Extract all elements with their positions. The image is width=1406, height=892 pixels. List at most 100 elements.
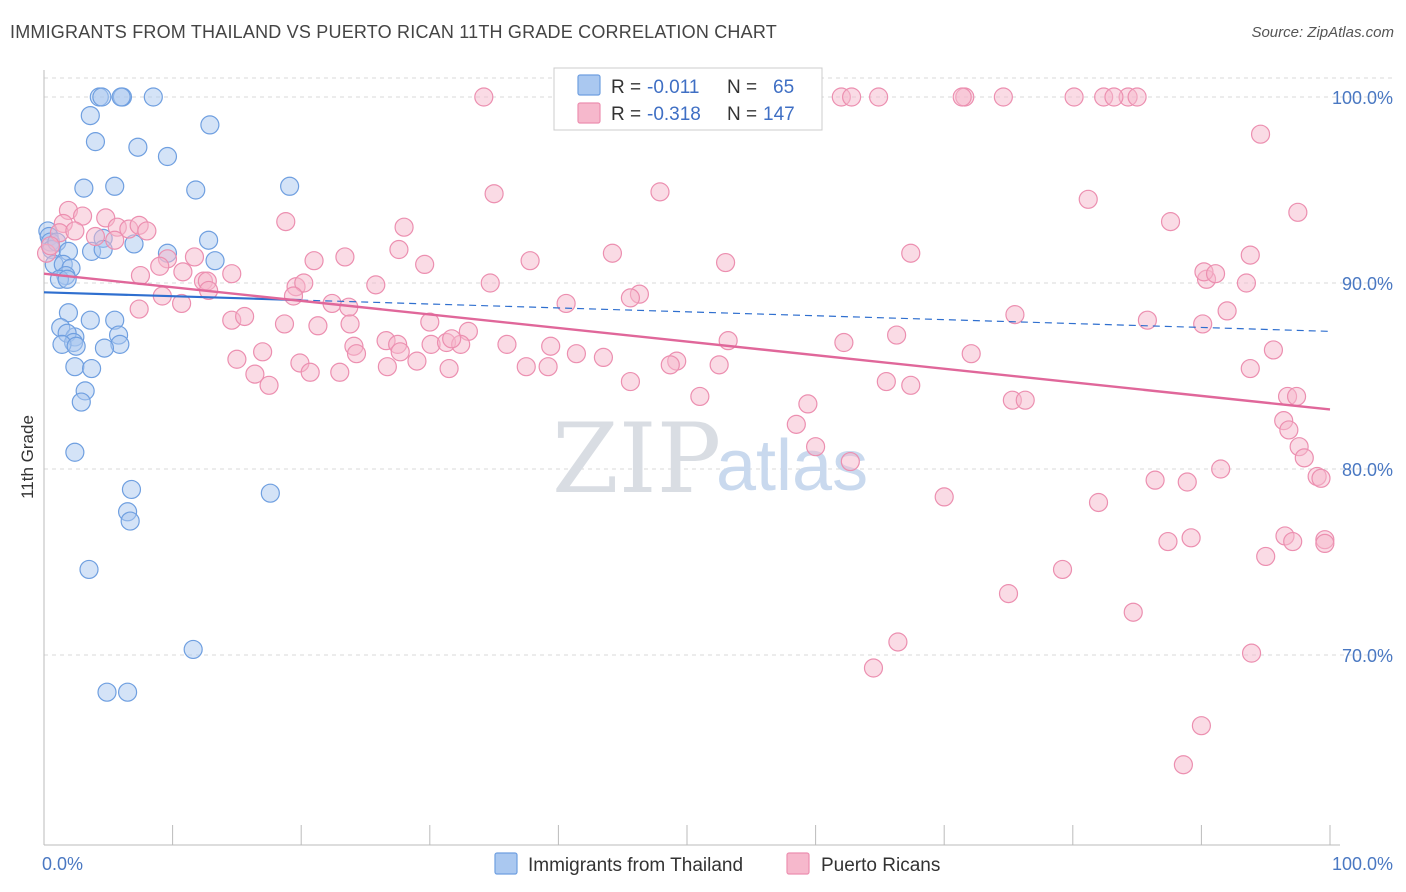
puerto-rican-point-17 (1160, 212, 1181, 232)
bottom-legend-swatch-puerto-rican (786, 852, 810, 875)
puerto-rican-point-144 (1052, 559, 1073, 580)
puerto-rican-point-14 (484, 184, 504, 204)
puerto-rican-point-129 (1311, 468, 1331, 488)
legend: R = -0.011 N = 65 R = -0.318 N = 147 (553, 67, 823, 131)
puerto-rican-point-68 (620, 288, 641, 308)
puerto-rican-point-5 (952, 87, 972, 107)
thailand-point-13 (280, 176, 300, 196)
puerto-rican-point-101 (377, 357, 397, 377)
thailand-point-45 (65, 357, 85, 377)
puerto-rican-point-81 (887, 325, 907, 345)
puerto-rican-point-107 (538, 357, 558, 377)
puerto-rican-point-11 (842, 87, 862, 107)
bottom-legend-swatch-thailand (494, 852, 518, 875)
puerto-rican-point-42 (602, 243, 623, 263)
puerto-rican-point-54 (366, 275, 386, 295)
puerto-rican-point-78 (420, 312, 440, 332)
thailand-point-43 (66, 336, 86, 356)
puerto-rican-point-136 (934, 487, 954, 507)
thailand-point-50 (121, 479, 142, 500)
puerto-rican-point-38 (335, 247, 355, 267)
puerto-rican-point-97 (300, 362, 320, 382)
trend-line-puerto-rican (43, 272, 1331, 411)
puerto-rican-point-70 (1193, 314, 1213, 334)
puerto-rican-point-102 (390, 342, 410, 362)
puerto-rican-point-117 (245, 364, 265, 384)
puerto-rican-point-67 (556, 293, 576, 314)
puerto-rican-point-46 (150, 256, 170, 276)
puerto-rican-point-75 (274, 314, 295, 334)
puerto-rican-point-59 (1205, 264, 1226, 284)
puerto-rican-point-44 (901, 243, 921, 263)
puerto-rican-point-127 (1294, 448, 1314, 468)
thailand-point-1 (92, 87, 112, 107)
thailand-point-49 (65, 442, 85, 462)
thailand-point-20 (199, 230, 219, 250)
puerto-rican-point-69 (1005, 305, 1025, 325)
puerto-rican-point-141 (1158, 531, 1178, 552)
puerto-rican-point-116 (876, 371, 896, 392)
thailand-point-26 (205, 251, 225, 271)
puerto-rican-point-80 (1137, 310, 1157, 330)
trend-line-thailand-dashed (301, 299, 1331, 332)
puerto-rican-point-103 (407, 351, 427, 371)
puerto-rican-point-104 (439, 358, 459, 379)
chart-source: Source: ZipAtlas.com (1251, 24, 1394, 41)
puerto-rican-point-151 (1191, 716, 1212, 736)
puerto-rican-point-62 (172, 293, 192, 314)
puerto-rican-point-145 (998, 584, 1019, 604)
puerto-rican-point-16 (1078, 189, 1098, 209)
chart-title: IMMIGRANTS FROM THAILAND VS PUERTO RICAN… (10, 22, 777, 42)
puerto-rican-point-150 (863, 658, 884, 678)
puerto-rican-point-142 (1181, 528, 1201, 548)
puerto-rican-point-74 (235, 306, 255, 327)
puerto-rican-point-18 (1288, 202, 1308, 222)
legend-swatch-thailand (577, 74, 601, 96)
puerto-rican-point-113 (1263, 340, 1284, 360)
thailand-point-5 (80, 105, 100, 126)
trend-line-thailand-solid (43, 291, 302, 302)
puerto-rican-point-146 (1315, 533, 1335, 554)
legend-n-label-thailand: N = (727, 77, 757, 98)
axes (43, 70, 1340, 846)
puerto-rican-point-36 (184, 247, 205, 267)
x-tick-label-min: 0.0% (42, 854, 83, 874)
thailand-point-9 (157, 146, 178, 167)
legend-n-value-puerto-rican: 147 (763, 104, 795, 125)
puerto-rican-point-139 (1283, 531, 1303, 552)
x-tick-label-max: 100.0% (1332, 854, 1393, 874)
thailand-point-51 (260, 483, 280, 503)
bottom-legend: Immigrants from Thailand Puerto Ricans (494, 852, 940, 876)
puerto-rican-point-82 (834, 332, 854, 353)
y-axis-label: 11th Grade (18, 415, 37, 499)
puerto-rican-point-12 (1104, 87, 1124, 107)
puerto-rican-point-37 (304, 251, 324, 271)
puerto-rican-point-119 (690, 386, 710, 407)
puerto-rican-point-123 (1286, 386, 1307, 407)
puerto-rican-point-110 (709, 355, 729, 375)
puerto-rican-point-64 (283, 286, 304, 306)
puerto-rican-point-29 (105, 230, 125, 250)
y-tick-label-90: 90.0% (1342, 274, 1393, 294)
puerto-rican-point-53 (294, 273, 314, 293)
thailand-point-33 (58, 303, 79, 323)
puerto-rican-point-108 (620, 371, 641, 392)
legend-n-value-thailand: 65 (773, 77, 794, 98)
puerto-rican-point-147 (1241, 643, 1262, 663)
puerto-rican-point-133 (1211, 459, 1231, 479)
puerto-rican-point-131 (805, 437, 826, 457)
puerto-rican-point-40 (415, 254, 435, 274)
puerto-rican-point-91 (593, 347, 614, 367)
thailand-point-4 (143, 87, 163, 107)
puerto-rican-point-134 (1145, 470, 1165, 490)
puerto-rican-point-94 (227, 349, 247, 369)
thailand-point-48 (71, 392, 91, 412)
puerto-rican-point-90 (566, 344, 587, 364)
puerto-rican-point-71 (1217, 301, 1237, 321)
series-thailand-points (38, 87, 300, 702)
thailand-point-54 (79, 559, 99, 580)
puerto-rican-point-121 (1015, 390, 1035, 410)
puerto-rican-point-15 (650, 182, 670, 202)
bottom-legend-label-puerto-rican: Puerto Ricans (821, 855, 940, 876)
